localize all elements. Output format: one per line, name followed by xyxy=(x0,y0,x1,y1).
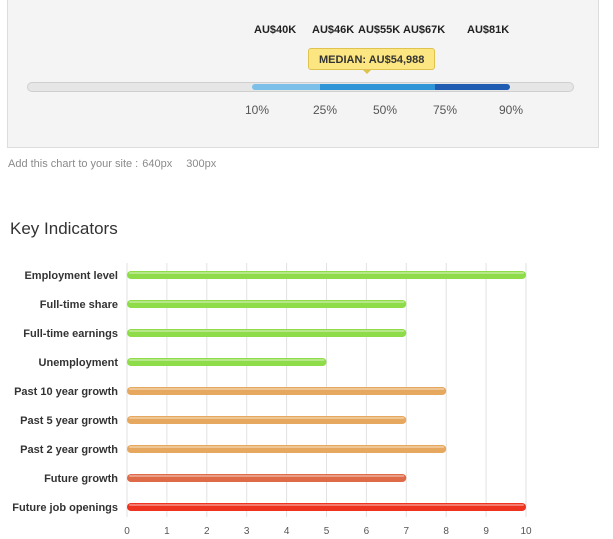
median-badge: MEDIAN: AU$54,988 xyxy=(308,48,436,70)
x-tick-label: 10 xyxy=(520,526,532,537)
salary-label-90: AU$81K xyxy=(467,24,510,36)
percentile-90: 90% xyxy=(499,103,524,117)
bar-highlight xyxy=(129,330,405,332)
category-label: Unemployment xyxy=(39,357,119,369)
x-tick-label: 6 xyxy=(364,526,370,537)
salary-range-mid xyxy=(320,84,435,90)
bar xyxy=(127,503,526,511)
embed-size-300[interactable]: 300px xyxy=(186,158,217,170)
embed-text: Add this chart to your site : xyxy=(8,158,139,170)
x-tick-label: 4 xyxy=(284,526,290,537)
bar xyxy=(127,445,447,453)
category-label: Full-time share xyxy=(40,299,118,311)
bar-highlight xyxy=(129,504,524,506)
x-tick-label: 9 xyxy=(483,526,489,537)
embed-size-640[interactable]: 640px xyxy=(142,158,173,170)
percentile-25: 25% xyxy=(313,103,338,117)
category-label: Future job openings xyxy=(12,502,118,514)
percentile-50: 50% xyxy=(373,103,398,117)
bar-highlight xyxy=(129,388,445,390)
bar-highlight xyxy=(129,301,405,303)
key-indicators-chart: 0 1 2 3 4 5 6 7 8 9 10 Employment level Full-time sh… xyxy=(12,263,532,537)
bar-highlight xyxy=(129,417,405,419)
bar xyxy=(127,358,327,366)
bar xyxy=(127,271,526,279)
category-label: Past 5 year growth xyxy=(20,415,118,427)
bar xyxy=(127,387,447,395)
section-title: Key Indicators xyxy=(10,219,118,238)
bar-highlight xyxy=(129,446,445,448)
embed-chart-line: Add this chart to your site :640px 300px xyxy=(8,158,216,170)
salary-range-high xyxy=(435,84,510,90)
bar xyxy=(127,416,407,424)
salary-label-50: AU$55K xyxy=(358,24,401,36)
x-tick-label: 0 xyxy=(124,526,130,537)
x-tick-label: 2 xyxy=(204,526,210,537)
bar xyxy=(127,329,407,337)
salary-percentile-panel xyxy=(7,0,599,148)
salary-label-10: AU$40K xyxy=(254,24,297,36)
salary-range-low xyxy=(252,84,320,90)
median-pointer xyxy=(362,69,372,74)
salary-label-25: AU$46K xyxy=(312,24,355,36)
bar xyxy=(127,474,407,482)
bar-highlight xyxy=(129,359,325,361)
x-tick-label: 3 xyxy=(244,526,250,537)
category-label: Future growth xyxy=(44,473,118,485)
bar-highlight xyxy=(129,475,405,477)
category-label: Past 10 year growth xyxy=(14,386,118,398)
percentile-10: 10% xyxy=(245,103,270,117)
category-label: Full-time earnings xyxy=(23,328,118,340)
x-tick-label: 8 xyxy=(443,526,449,537)
bar xyxy=(127,300,407,308)
x-tick-label: 1 xyxy=(164,526,170,537)
x-tick-label: 5 xyxy=(324,526,330,537)
category-label: Past 2 year growth xyxy=(20,444,118,456)
salary-label-75: AU$67K xyxy=(403,24,446,36)
category-label: Employment level xyxy=(24,270,118,282)
x-tick-label: 7 xyxy=(404,526,410,537)
percentile-75: 75% xyxy=(433,103,458,117)
bar-highlight xyxy=(129,272,524,274)
